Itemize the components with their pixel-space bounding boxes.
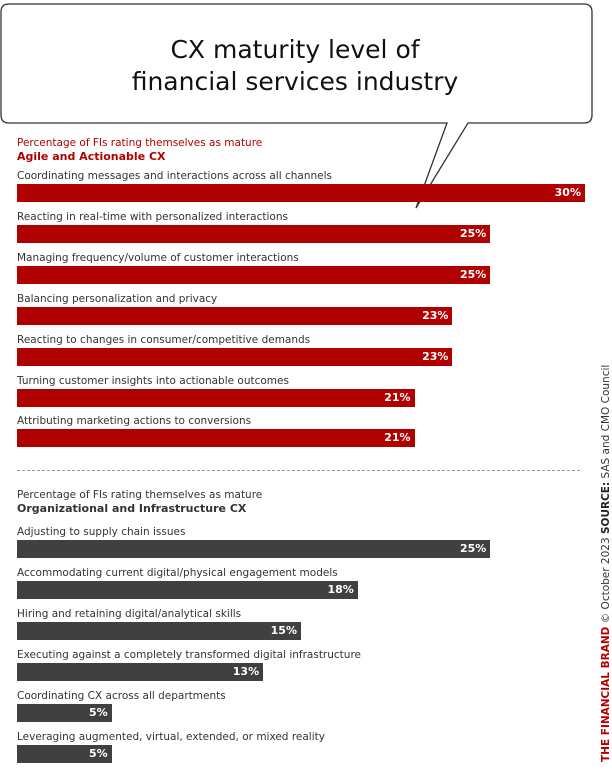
bar: 23% bbox=[17, 306, 453, 325]
category-label: Executing against a completely transform… bbox=[17, 648, 361, 661]
copyright-date: © October 2023 bbox=[600, 534, 612, 627]
bar: 30% bbox=[17, 184, 585, 202]
bar: 23% bbox=[17, 347, 453, 366]
category-label: Turning customer insights into actionabl… bbox=[17, 374, 289, 387]
source-text: SAS and CMO Council bbox=[600, 364, 612, 482]
agile-section-title: Agile and Actionable CX bbox=[17, 150, 166, 163]
bar: 18% bbox=[17, 580, 358, 599]
title-line-2: financial services industry bbox=[131, 67, 459, 96]
bar: 15% bbox=[17, 621, 301, 640]
bar: 5% bbox=[17, 703, 112, 722]
brand-name: THE FINANCIAL BRAND bbox=[600, 626, 612, 762]
category-label: Coordinating CX across all departments bbox=[17, 689, 226, 702]
bar: 13% bbox=[17, 662, 264, 681]
bar-value-label: 5% bbox=[88, 705, 108, 719]
category-label: Balancing personalization and privacy bbox=[17, 292, 218, 305]
category-label: Attributing marketing actions to convers… bbox=[17, 415, 252, 428]
speech-bubble bbox=[0, 3, 593, 209]
category-label: Managing frequency/volume of customer in… bbox=[17, 251, 299, 264]
category-label: Adjusting to supply chain issues bbox=[17, 526, 186, 538]
agile-subtitle: Percentage of FIs rating themselves as m… bbox=[17, 137, 263, 149]
bar-value-label: 23% bbox=[422, 349, 449, 363]
org-section-title: Organizational and Infrastructure CX bbox=[17, 502, 247, 515]
bar: 25% bbox=[17, 265, 491, 284]
bar-value-label: 25% bbox=[459, 267, 487, 281]
source-credit: THE FINANCIAL BRAND © October 2023 SOURC… bbox=[600, 365, 612, 762]
bar-value-label: 15% bbox=[270, 623, 297, 637]
bar: 5% bbox=[17, 744, 112, 763]
category-label: Leveraging augmented, virtual, extended,… bbox=[17, 730, 325, 743]
category-label: Hiring and retaining digital/analytical … bbox=[17, 607, 242, 620]
bar-value-label: 25% bbox=[459, 542, 487, 555]
source-label: SOURCE: bbox=[600, 481, 612, 535]
category-label: Reacting to changes in consumer/competit… bbox=[17, 333, 311, 346]
bar: 25% bbox=[17, 540, 491, 558]
category-label: Coordinating messages and interactions a… bbox=[17, 170, 332, 182]
bar-value-label: 21% bbox=[384, 390, 411, 404]
bar-value-label: 18% bbox=[327, 582, 354, 596]
org-subtitle: Percentage of FIs rating themselves as m… bbox=[17, 489, 263, 501]
bar-value-label: 23% bbox=[422, 308, 449, 322]
bar: 21% bbox=[17, 388, 415, 407]
chart-title: CX maturity level of financial services … bbox=[60, 34, 530, 98]
bar-value-label: 5% bbox=[88, 746, 108, 760]
category-label: Reacting in real-time with personalized … bbox=[17, 210, 288, 223]
section-divider bbox=[17, 470, 580, 471]
bar-value-label: 13% bbox=[232, 664, 260, 678]
bar: 21% bbox=[17, 429, 415, 448]
bar-value-label: 30% bbox=[554, 186, 581, 199]
bar-value-label: 21% bbox=[384, 431, 411, 445]
title-line-1: CX maturity level of bbox=[170, 35, 420, 64]
category-label: Accommodating current digital/physical e… bbox=[17, 566, 338, 579]
bar: 25% bbox=[17, 224, 491, 243]
bar-value-label: 25% bbox=[459, 226, 487, 240]
